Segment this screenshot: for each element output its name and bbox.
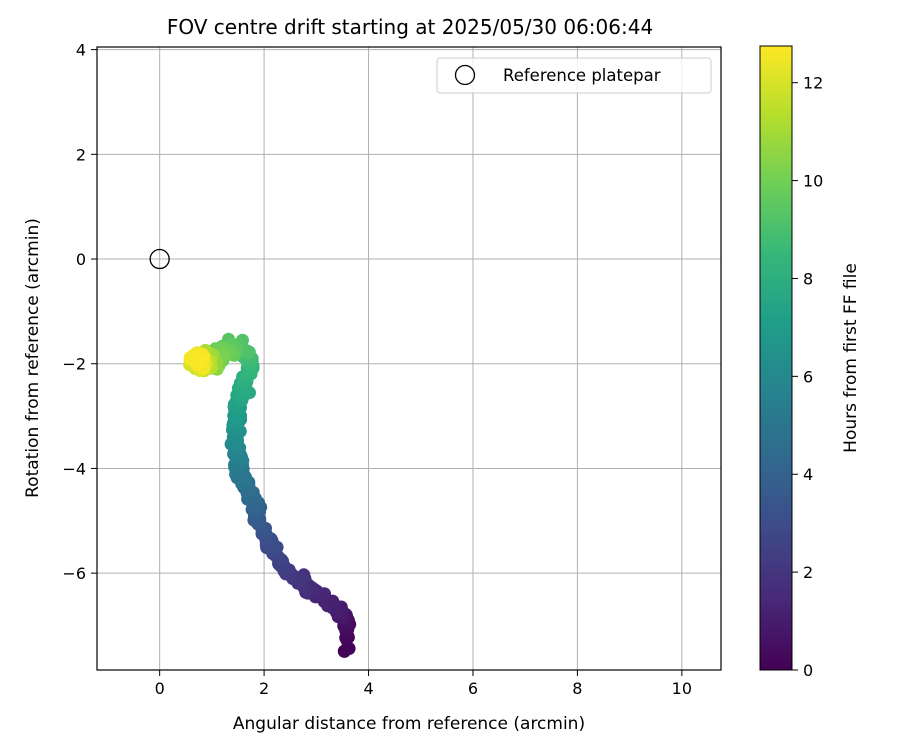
x-tick-label: 0 xyxy=(155,679,165,698)
colorbar-tick-label: 0 xyxy=(803,661,813,680)
x-axis-ticks: 0 2 4 6 8 10 xyxy=(155,670,692,698)
colorbar-ticks: 0 2 4 6 8 10 12 xyxy=(792,74,823,680)
x-axis-label: Angular distance from reference (arcmin) xyxy=(233,714,585,734)
y-tick-label: 4 xyxy=(76,41,86,60)
legend-entry-reference-platepar: Reference platepar xyxy=(503,66,661,85)
plot-frame xyxy=(96,46,722,671)
y-axis-label: Rotation from reference (arcmin) xyxy=(23,218,43,498)
legend-box xyxy=(436,57,712,94)
grid-lines xyxy=(97,47,721,670)
x-tick-label: 6 xyxy=(468,679,478,698)
colorbar-tick-label: 4 xyxy=(803,465,813,484)
colorbar-tick-label: 10 xyxy=(803,172,823,191)
y-tick-label: 0 xyxy=(76,250,86,269)
y-axis-ticks: −6 −4 −2 0 2 4 xyxy=(62,41,97,583)
x-tick-label: 2 xyxy=(259,679,269,698)
x-tick-label: 4 xyxy=(363,679,373,698)
colorbar-gradient xyxy=(759,45,793,671)
x-tick-label: 8 xyxy=(572,679,582,698)
legend: Reference platepar xyxy=(436,57,712,94)
colorbar-tick-label: 8 xyxy=(803,269,813,288)
reference-platepar-marker xyxy=(149,248,170,270)
colorbar-label: Hours from first FF file xyxy=(841,263,861,453)
reference-marker-layer xyxy=(149,248,170,270)
x-tick-label: 10 xyxy=(672,679,692,698)
scatter-points xyxy=(183,332,357,658)
colorbar: 0 2 4 6 8 10 12 Hours from first FF file xyxy=(759,45,861,680)
chart-title: FOV centre drift starting at 2025/05/30 … xyxy=(167,15,653,39)
colorbar-tick-label: 2 xyxy=(803,563,813,582)
y-tick-label: −4 xyxy=(62,459,86,478)
colorbar-tick-label: 12 xyxy=(803,74,823,93)
drift-point xyxy=(194,354,208,368)
colorbar-tick-label: 6 xyxy=(803,367,813,386)
legend-reference-marker xyxy=(454,64,476,86)
y-tick-label: 2 xyxy=(76,145,86,164)
y-tick-label: −6 xyxy=(62,564,86,583)
y-tick-label: −2 xyxy=(62,355,86,374)
